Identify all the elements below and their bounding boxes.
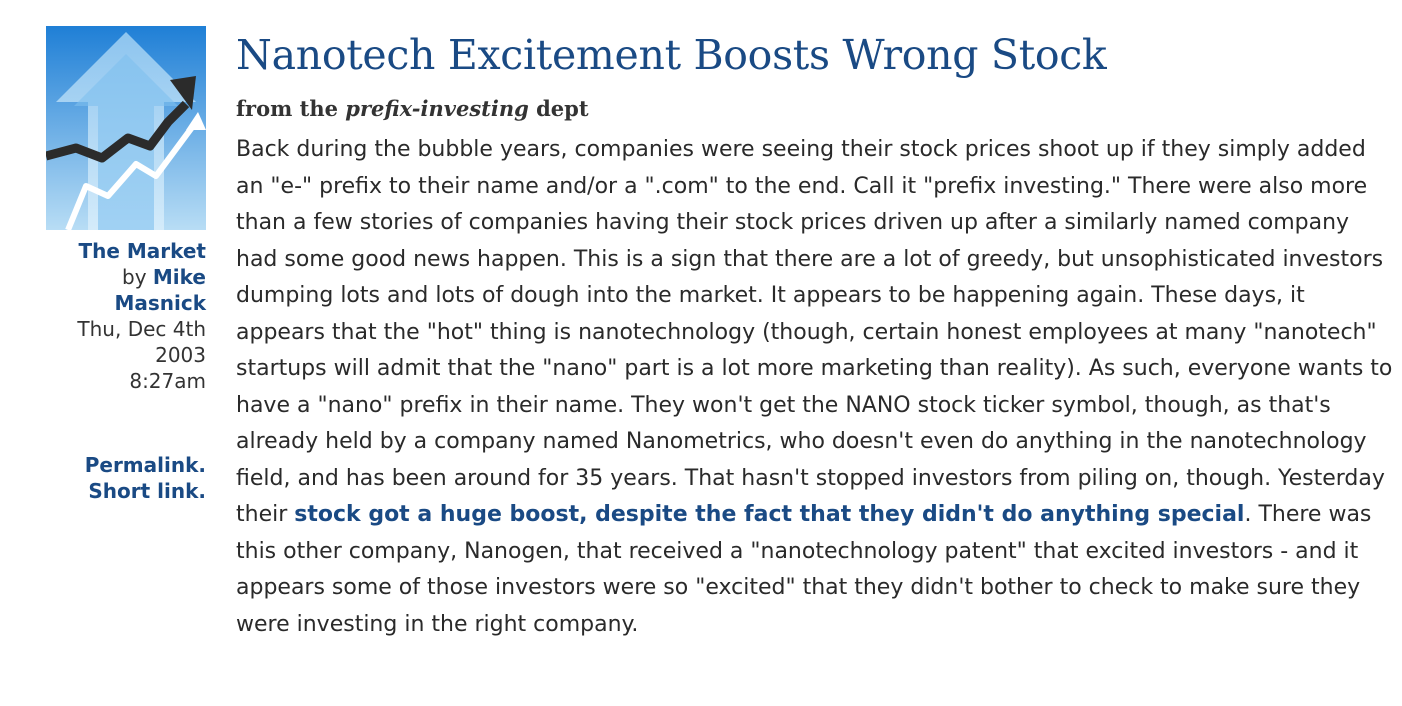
category-link[interactable]: The Market [78,239,206,263]
stock-boost-link[interactable]: stock got a huge boost, despite the fact… [294,502,1245,527]
article-title[interactable]: Nanotech Excitement Boosts Wrong Stock [236,31,1107,79]
article-main: Nanotech Excitement Boosts Wrong Stock f… [236,28,1396,643]
by-label: by [122,265,147,289]
stock-chart-arrow-icon[interactable] [46,26,206,230]
dept-suffix: dept [536,96,589,121]
article-links: Permalink. Short link. [24,452,206,504]
department-line: from the prefix-investing dept [236,94,1396,124]
body-text-start: Back during the bubble years, companies … [236,137,1393,527]
body-text-end: . There was this other company, Nanogen,… [236,502,1372,637]
post-time: 8:27am [129,369,206,393]
byline: by Mike Masnick [24,264,206,316]
article-body: Back during the bubble years, companies … [236,132,1396,643]
post-date: Thu, Dec 4th 2003 [77,317,206,367]
article-sidebar: The Market by Mike Masnick Thu, Dec 4th … [24,26,206,504]
author-link[interactable]: Mike Masnick [114,265,206,315]
dept-name: prefix-investing [345,96,529,121]
dept-prefix: from the [236,96,338,121]
short-link[interactable]: Short link. [88,479,206,503]
permalink[interactable]: Permalink. [84,453,206,477]
